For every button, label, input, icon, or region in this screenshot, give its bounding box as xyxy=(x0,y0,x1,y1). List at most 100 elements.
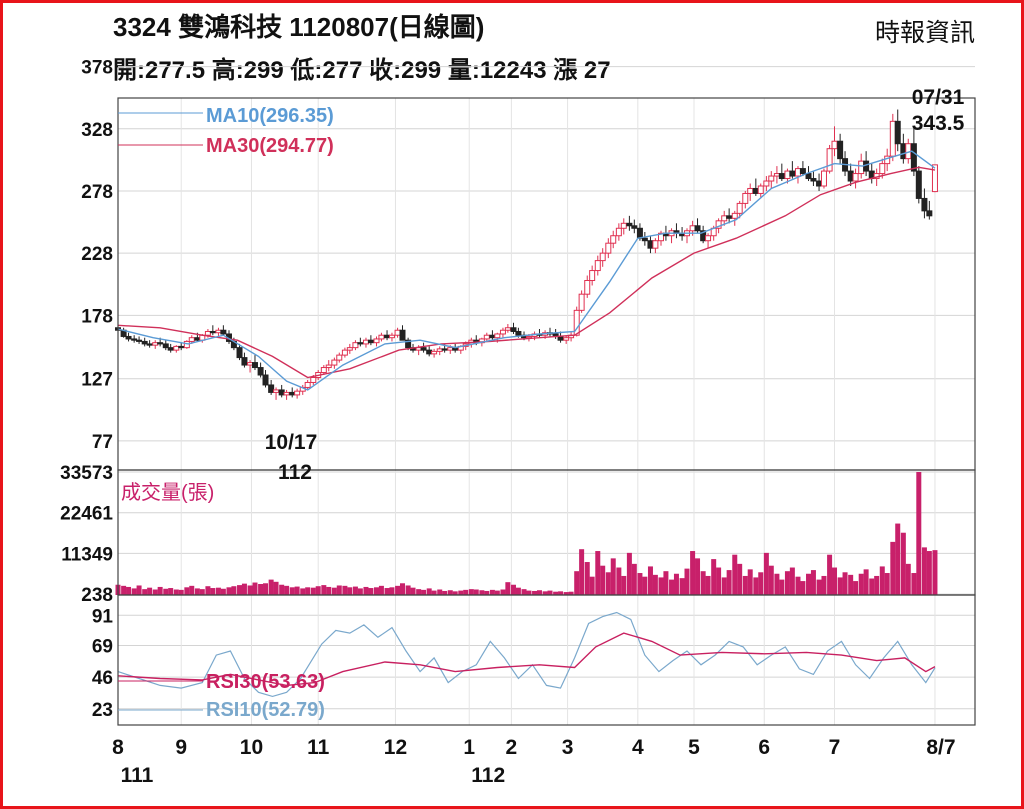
volume-bar xyxy=(716,567,722,595)
volume-bar xyxy=(695,558,701,595)
volume-bar xyxy=(884,573,890,595)
rsi-panel xyxy=(117,611,936,698)
volume-bar xyxy=(679,578,685,595)
volume-bar xyxy=(652,574,658,595)
month-tick-label: 8/7 xyxy=(926,736,955,759)
candle-body xyxy=(141,340,148,345)
candle-body xyxy=(773,173,780,177)
candle-body xyxy=(204,330,211,336)
candle-body xyxy=(757,185,764,194)
volume-bar xyxy=(237,585,243,595)
candle-body xyxy=(647,240,654,249)
volume-bar xyxy=(795,576,801,595)
candle-body xyxy=(268,384,275,393)
volume-title: 成交量(張) xyxy=(121,481,214,504)
candle-body xyxy=(852,173,859,182)
volume-bar xyxy=(384,588,390,595)
candle-body xyxy=(173,345,180,351)
candle-body xyxy=(805,173,812,180)
volume-bar xyxy=(658,577,664,595)
volume-bar xyxy=(810,570,816,595)
candle-body xyxy=(499,329,506,335)
volume-bar xyxy=(294,586,300,595)
volume-bar xyxy=(505,582,511,595)
volume-bar xyxy=(121,585,127,595)
volume-bar xyxy=(821,575,827,595)
volume-bar xyxy=(126,586,132,595)
volume-bar xyxy=(848,574,854,595)
candle-body xyxy=(894,120,901,145)
candle-body xyxy=(146,343,153,346)
rsi-tick-label: 23 xyxy=(92,700,113,721)
volume-bar xyxy=(220,588,226,595)
volume-bar xyxy=(869,578,875,595)
volume-bar xyxy=(700,571,706,595)
month-tick-label: 10 xyxy=(240,736,263,759)
price-tick-label: 278 xyxy=(81,182,113,203)
volume-bar xyxy=(800,581,806,595)
candle-body xyxy=(162,343,169,349)
candle-body xyxy=(810,178,817,182)
volume-bar xyxy=(184,587,190,595)
candle-body xyxy=(510,327,517,332)
volume-bar xyxy=(147,587,153,595)
volume-bar xyxy=(163,588,169,595)
panel-border xyxy=(117,594,976,726)
volume-bar xyxy=(484,590,490,595)
volume-bar xyxy=(532,590,538,595)
low-year-label: 112 xyxy=(278,461,312,484)
volume-bar xyxy=(279,584,285,595)
volume-bar xyxy=(463,589,469,595)
volume-bar xyxy=(542,591,548,595)
candle-body xyxy=(563,337,570,341)
candle-body xyxy=(931,164,938,193)
candle-body xyxy=(641,237,648,242)
volume-bar xyxy=(258,584,264,595)
ma30-legend: MA30(294.77) xyxy=(206,135,334,157)
candle-body xyxy=(525,335,532,339)
candle-body xyxy=(652,240,659,249)
volume-bar xyxy=(574,571,580,595)
volume-bar xyxy=(637,573,643,595)
volume-bar xyxy=(421,589,427,595)
ma10-line xyxy=(117,150,936,391)
volume-bar xyxy=(268,579,274,595)
month-tick-label: 2 xyxy=(506,736,518,759)
volume-bar xyxy=(547,590,553,595)
candle-body xyxy=(889,120,896,157)
volume-tick-label: 11349 xyxy=(61,544,113,565)
candle-body xyxy=(194,337,201,341)
candle-body xyxy=(331,359,338,366)
candle-body xyxy=(921,197,928,212)
volume-bar xyxy=(215,587,221,595)
volume-bar xyxy=(226,587,232,595)
candle-body xyxy=(262,374,269,386)
candle-body xyxy=(610,235,617,244)
volume-bar xyxy=(558,591,564,595)
candle-body xyxy=(573,309,580,336)
candle-body xyxy=(251,362,258,369)
candle-body xyxy=(336,354,343,361)
month-tick-label: 9 xyxy=(175,736,187,759)
volume-bar xyxy=(631,563,637,595)
volume-bar xyxy=(616,567,622,595)
candle-body xyxy=(405,339,412,349)
volume-bar xyxy=(374,587,380,595)
candle-body xyxy=(220,329,227,335)
volume-bar xyxy=(605,572,611,595)
volume-bar xyxy=(784,571,790,595)
rsi-tick-label: 46 xyxy=(92,668,113,689)
candle-body xyxy=(626,222,633,227)
volume-bar xyxy=(263,583,269,595)
volume-bar xyxy=(468,589,474,595)
candle-body xyxy=(373,338,380,344)
candle-body xyxy=(215,329,222,334)
candle-body xyxy=(341,349,348,356)
candle-body xyxy=(367,339,374,344)
candle-body xyxy=(241,357,248,366)
candle-body xyxy=(257,367,264,376)
volume-bar xyxy=(916,472,922,595)
volume-bar xyxy=(494,590,500,595)
rsi10-legend: RSI10(52.79) xyxy=(206,699,325,721)
volume-bar xyxy=(405,585,411,595)
